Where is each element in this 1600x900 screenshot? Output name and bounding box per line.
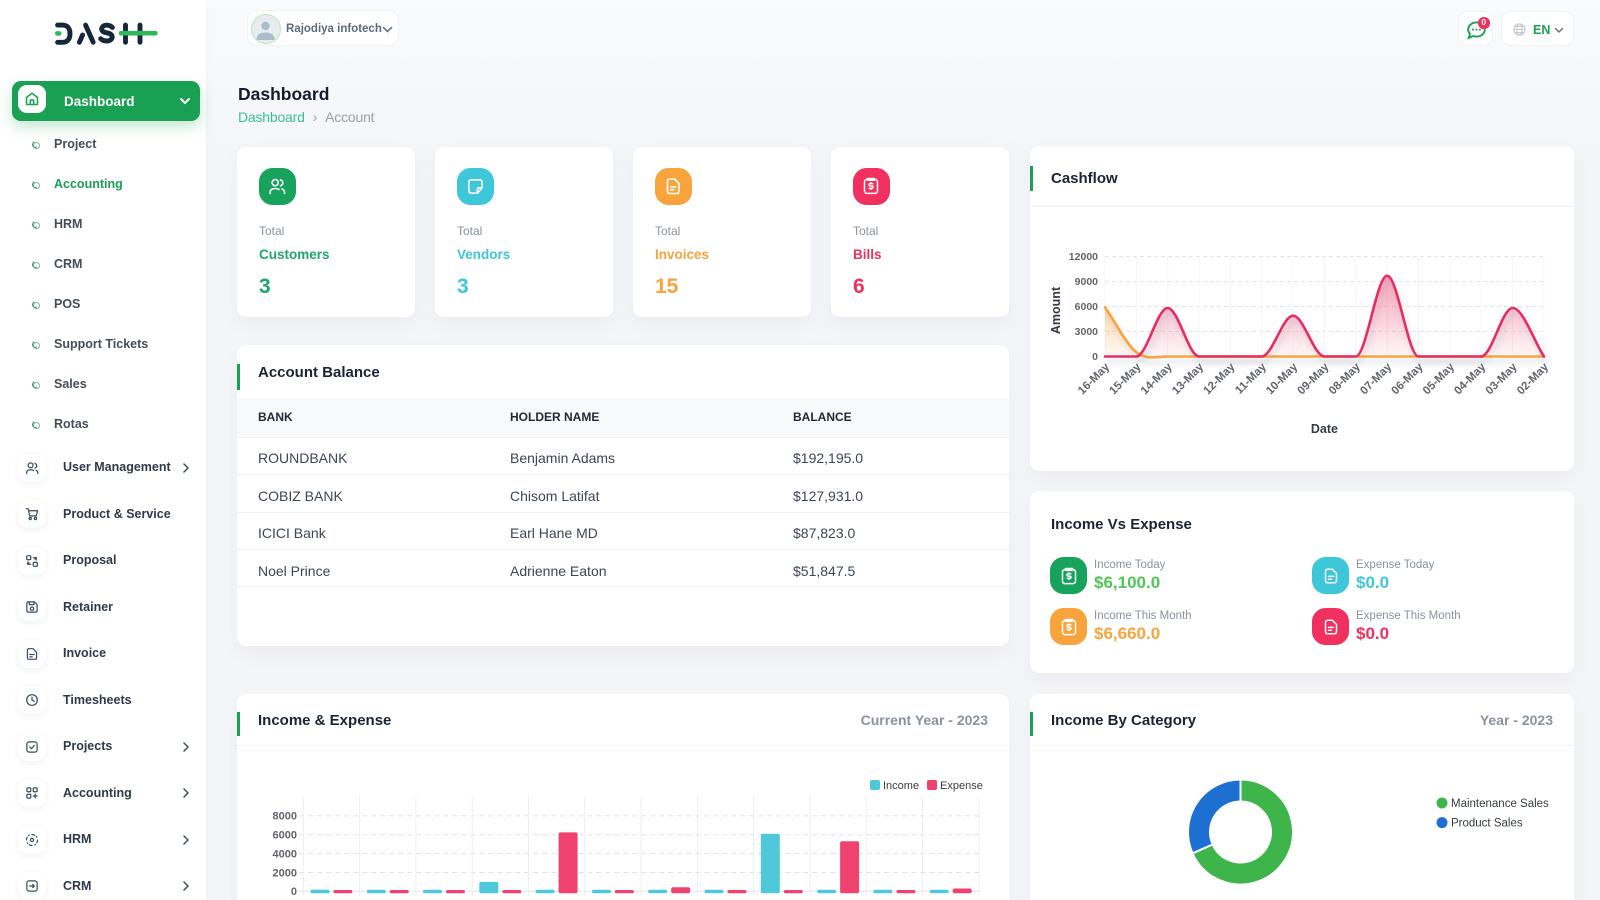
svg-text:Income: Income (883, 780, 919, 792)
svg-text:Date: Date (1311, 422, 1338, 436)
svg-text:11-May: 11-May (1233, 361, 1269, 397)
svg-text:8000: 8000 (273, 811, 297, 823)
svg-text:10-May: 10-May (1264, 361, 1300, 397)
svg-text:12-May: 12-May (1201, 361, 1237, 397)
svg-text:13-May: 13-May (1170, 361, 1206, 397)
svg-text:6000: 6000 (1075, 301, 1099, 313)
svg-text:08-May: 08-May (1327, 361, 1363, 397)
svg-text:12000: 12000 (1069, 251, 1098, 263)
svg-text:6000: 6000 (273, 830, 297, 842)
svg-text:0: 0 (1092, 351, 1098, 363)
svg-text:2000: 2000 (273, 867, 297, 879)
svg-text:4000: 4000 (273, 848, 297, 860)
svg-text:3000: 3000 (1075, 326, 1099, 338)
svg-text:09-May: 09-May (1296, 361, 1332, 397)
svg-text:Amount: Amount (1049, 286, 1063, 334)
svg-text:0: 0 (291, 886, 297, 898)
svg-text:04-May: 04-May (1452, 361, 1488, 397)
svg-text:9000: 9000 (1075, 276, 1099, 288)
svg-text:16-May: 16-May (1076, 361, 1112, 397)
svg-text:05-May: 05-May (1421, 361, 1457, 397)
svg-text:Maintenance Sales: Maintenance Sales (1451, 798, 1549, 810)
svg-text:02-May: 02-May (1515, 361, 1551, 397)
svg-text:03-May: 03-May (1484, 361, 1520, 397)
svg-text:14-May: 14-May (1139, 361, 1175, 397)
svg-text:06-May: 06-May (1390, 361, 1426, 397)
svg-text:Expense: Expense (940, 780, 983, 792)
svg-text:07-May: 07-May (1358, 361, 1394, 397)
svg-text:Product Sales: Product Sales (1451, 818, 1523, 830)
svg-text:15-May: 15-May (1107, 361, 1143, 397)
